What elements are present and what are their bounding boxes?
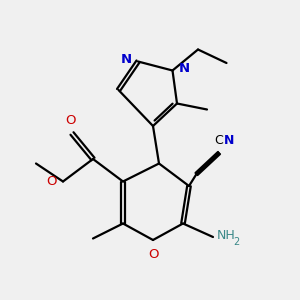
- Text: O: O: [148, 248, 159, 260]
- Text: 2: 2: [233, 237, 239, 248]
- Text: O: O: [46, 175, 56, 188]
- Text: O: O: [65, 115, 76, 128]
- Text: C: C: [214, 134, 224, 147]
- Text: N: N: [179, 61, 190, 75]
- Text: NH: NH: [217, 229, 236, 242]
- Text: N: N: [120, 52, 131, 66]
- Text: N: N: [224, 134, 234, 147]
